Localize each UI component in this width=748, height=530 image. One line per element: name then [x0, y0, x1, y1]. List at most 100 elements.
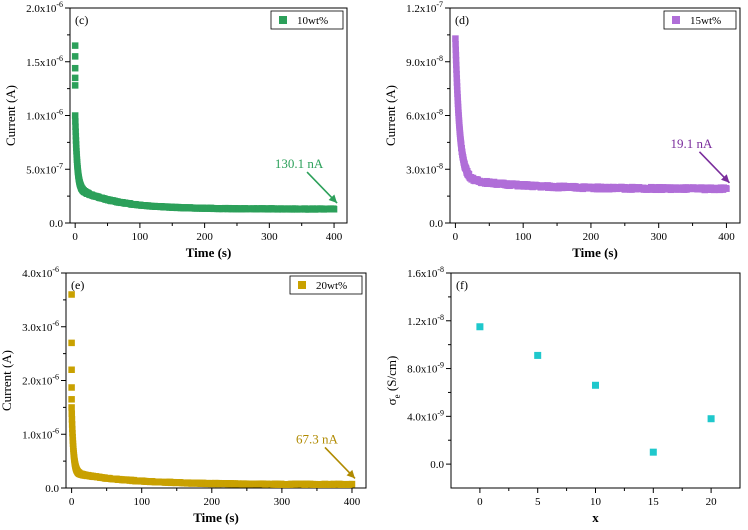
data-point	[72, 128, 79, 135]
data-point	[71, 82, 79, 89]
y-tick-label: 2.0x10-6	[26, 0, 63, 15]
y-tick-label-base: 1.2x10	[406, 3, 437, 15]
legend-label: 10wt%	[297, 15, 328, 27]
legend-label: 15wt%	[690, 15, 721, 27]
x-tick-label: 400	[326, 231, 343, 243]
legend-box	[663, 10, 737, 30]
data-point	[68, 404, 75, 411]
data-point	[454, 94, 461, 101]
y-tick-label: 1.5x10-6	[26, 54, 63, 69]
y-tick-label: 6.0x10-8	[406, 108, 443, 123]
annotation-label: 130.1 nA	[275, 156, 324, 171]
x-axis-label: Time (s)	[186, 245, 232, 260]
y-tick-label-base: 2.0x10	[26, 3, 57, 15]
y-tick-label-base: 0.0	[429, 218, 443, 230]
x-tick-label: 0	[69, 496, 75, 508]
x-tick-label: 20	[706, 496, 718, 508]
x-tick-label: 0	[72, 231, 78, 243]
plot-frame	[450, 272, 741, 489]
y-tick-label-exp: -9	[437, 361, 444, 370]
plot-frame	[65, 272, 367, 489]
data-point	[68, 416, 76, 423]
x-axis-label: x	[592, 510, 599, 525]
data-point	[69, 430, 76, 437]
data-point	[71, 64, 79, 72]
data-point	[452, 41, 459, 48]
y-tick-label-base: 4.0x10	[407, 411, 438, 423]
data-point	[452, 46, 460, 54]
y-tick-label-base: 1.6x10	[407, 268, 438, 280]
panel-d: 0 100 200 300 4000.03.0x10-86.0x10-89.0x10-8…	[383, 0, 741, 260]
y-tick-label: 0.0	[429, 218, 443, 230]
data-point	[592, 381, 599, 389]
legend: 15wt%	[663, 10, 737, 30]
annotation: 67.3 nA	[296, 431, 356, 479]
x-tick-label: 5	[535, 496, 541, 508]
y-tick-label: 0.0	[45, 483, 59, 495]
data-point	[68, 384, 75, 391]
data-point	[71, 112, 79, 119]
data-point	[68, 339, 75, 347]
data-point	[68, 421, 76, 428]
data-point	[68, 291, 75, 298]
y-axis-label: Current (A)	[0, 350, 14, 411]
y-tick-label: 1.0x10-6	[26, 108, 63, 123]
y-tick-label-base: 1.2x10	[407, 316, 438, 328]
y-tick-label: 0.0	[430, 459, 444, 471]
y-tick-label: 4.0x10-6	[22, 265, 59, 280]
x-tick-label: 0	[453, 231, 459, 243]
legend-box	[289, 275, 363, 295]
data-point	[68, 410, 76, 417]
data-point	[723, 185, 730, 192]
annotation: 130.1 nA	[275, 156, 338, 204]
y-tick-label-base: 4.0x10	[22, 268, 53, 280]
y-tick-label: 1.2x10-8	[407, 313, 444, 328]
x-tick-label: 100	[133, 496, 150, 508]
y-tick-label: 5.0x10-7	[26, 161, 63, 176]
y-tick-label: 4.0x10-9	[407, 408, 444, 423]
data-point	[458, 145, 465, 152]
y-tick-label-base: 8.0x10	[407, 364, 438, 376]
y-tick-label-exp: -7	[56, 161, 63, 170]
data-point	[453, 66, 460, 73]
y-tick-label-exp: -6	[52, 426, 59, 435]
y-tick-label-base: 1.0x10	[22, 429, 53, 441]
y-tick-label-exp: -8	[437, 313, 444, 322]
y-tick-label-base: 1.0x10	[26, 111, 57, 123]
data-point	[453, 75, 461, 82]
data-points	[452, 35, 730, 194]
y-tick-label-exp: -6	[56, 0, 63, 9]
data-point	[68, 366, 75, 373]
x-tick-label: 400	[718, 231, 735, 243]
data-points	[68, 291, 356, 488]
data-point	[72, 118, 79, 125]
annotation-arrow-head	[346, 469, 355, 479]
y-tick-label: 0.0	[49, 218, 63, 230]
y-tick-label-base: 2.0x10	[22, 376, 53, 388]
y-axis-label: σe (S/cm)	[384, 356, 402, 406]
data-point	[330, 206, 338, 213]
x-axis-label: Time (s)	[193, 510, 239, 525]
y-tick-label: 1.0x10-6	[22, 426, 59, 441]
y-axis-label-rest: (S/cm)	[384, 356, 399, 395]
data-point	[453, 83, 461, 90]
y-axis-label-main: σ	[384, 398, 399, 405]
y-tick-label: 2.0x10-6	[22, 373, 59, 388]
x-tick-label: 100	[132, 231, 149, 243]
annotation-arrow-head	[328, 194, 338, 204]
y-tick-label-base: 0.0	[49, 218, 63, 230]
data-point	[453, 79, 461, 86]
data-point	[707, 415, 715, 423]
y-tick-label-exp: -6	[56, 108, 63, 117]
panel-f: 0 5 10 15 200.04.0x10-98.0x10-91.2x10-81.6x1…	[384, 265, 741, 525]
y-tick-label: 1.6x10-8	[407, 265, 444, 280]
y-tick-label-base: 0.0	[430, 459, 444, 471]
y-tick-label-base: 6.0x10	[406, 111, 437, 123]
legend: 10wt%	[270, 10, 344, 30]
x-tick-label: 10	[590, 496, 602, 508]
y-tick-label: 1.2x10-7	[406, 0, 443, 15]
x-axis-label: Time (s)	[572, 245, 618, 260]
y-tick-label-base: 1.5x10	[26, 57, 57, 69]
y-tick-label-exp: -8	[436, 54, 443, 63]
